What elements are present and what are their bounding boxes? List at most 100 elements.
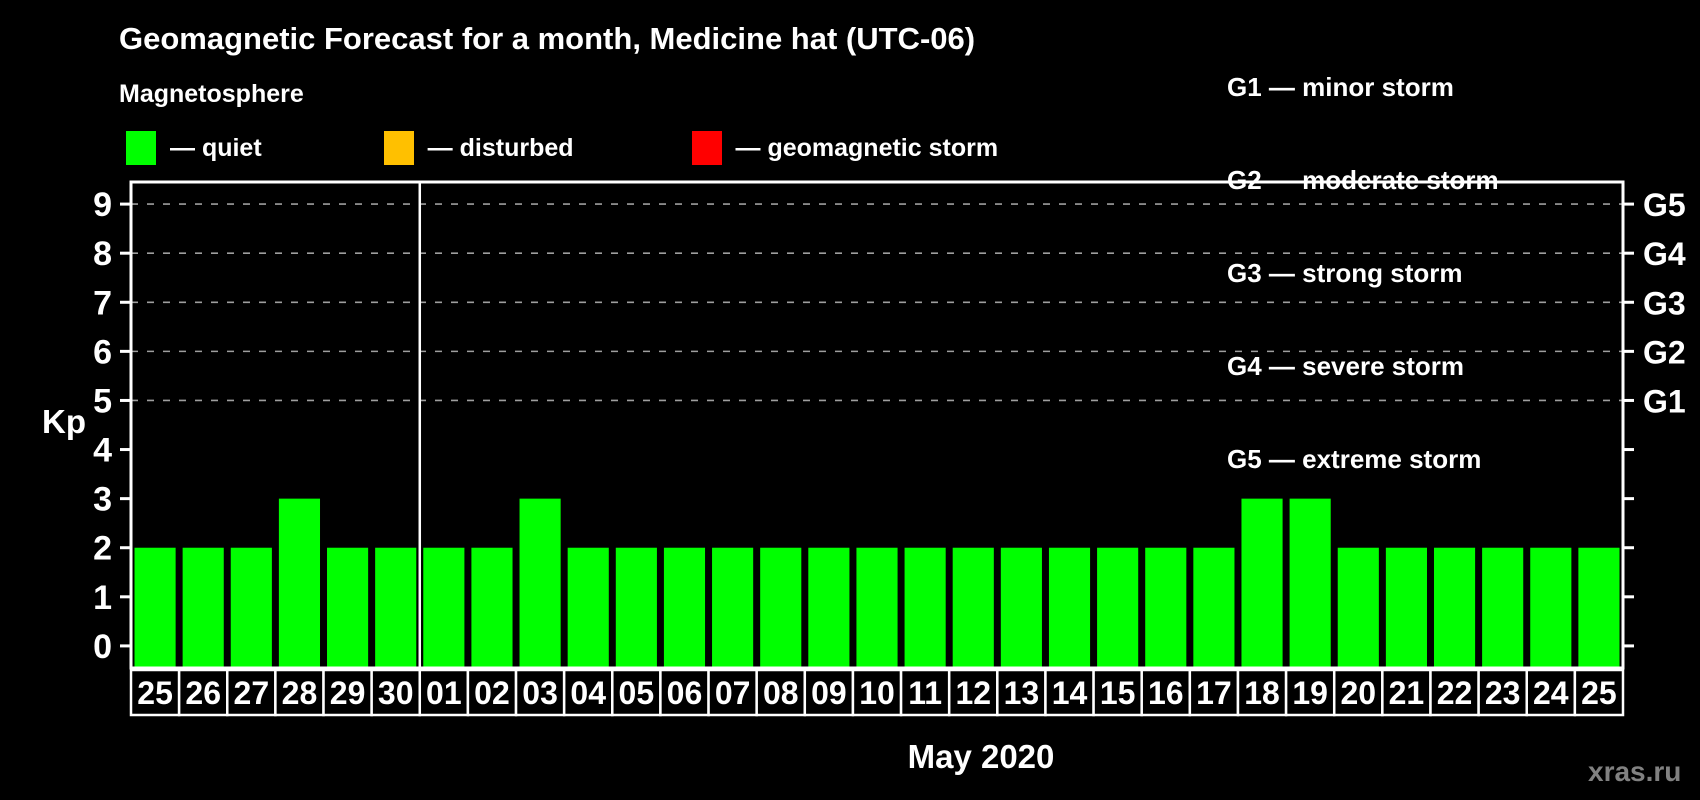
y-tick-label-4: 4	[93, 432, 112, 470]
legend-item-label: — quiet	[170, 133, 262, 162]
chart-title: Geomagnetic Forecast for a month, Medici…	[119, 21, 976, 56]
kp-bar-18	[1241, 498, 1283, 668]
kp-bar-04	[567, 547, 609, 668]
date-cell-20	[1332, 668, 1384, 717]
date-cell-13	[996, 668, 1047, 717]
kp-bar-03	[519, 498, 561, 668]
g-scale-line: G1 — minor storm	[1227, 72, 1454, 102]
date-label-27: 27	[234, 675, 270, 711]
g-axis-label-G1: G1	[1643, 383, 1686, 419]
date-label-21: 21	[1389, 675, 1425, 711]
date-label-19: 19	[1292, 675, 1328, 711]
g-scale-legend: G1 — minor storm G2 — moderate storm G3 …	[1227, 10, 1499, 537]
kp-bar-17	[1193, 547, 1235, 668]
g-scale-line: G3 — strong storm	[1227, 258, 1463, 288]
date-label-23: 23	[1485, 675, 1521, 711]
date-label-01: 01	[426, 675, 462, 711]
date-label-10: 10	[859, 675, 895, 711]
date-label-03: 03	[522, 675, 558, 711]
date-label-24: 24	[1533, 675, 1569, 711]
kp-bar-16	[1145, 547, 1187, 668]
y-axis-title-kp: Kp	[42, 403, 86, 440]
kp-bar-28	[278, 498, 321, 668]
date-label-29: 29	[330, 675, 366, 711]
g-axis-label-G4: G4	[1643, 236, 1686, 272]
date-label-18: 18	[1244, 675, 1280, 711]
date-label-22: 22	[1437, 675, 1473, 711]
date-label-12: 12	[955, 675, 991, 711]
y-tick-label-6: 6	[93, 333, 112, 371]
kp-bar-25	[1578, 547, 1620, 668]
kp-bar-07	[712, 547, 754, 668]
date-label-06: 06	[667, 675, 703, 711]
date-label-04: 04	[570, 675, 606, 711]
date-label-26: 26	[185, 675, 221, 711]
y-tick-label-7: 7	[93, 284, 112, 322]
y-tick-label-1: 1	[93, 579, 112, 617]
kp-bar-12	[952, 547, 994, 668]
y-tick-label-2: 2	[93, 530, 112, 568]
date-cell-30	[370, 668, 422, 717]
kp-bar-19	[1289, 498, 1331, 668]
date-label-25: 25	[137, 675, 173, 711]
date-cell-02	[466, 668, 518, 717]
disturbed-color-swatch	[383, 131, 414, 165]
y-tick-label-3: 3	[93, 481, 112, 519]
date-cell-25	[1573, 668, 1625, 717]
date-cell-03	[514, 668, 566, 717]
legend-item-storm: — geomagnetic storm	[691, 131, 999, 165]
storm-color-swatch	[691, 131, 722, 165]
g-axis-label-G2: G2	[1643, 334, 1686, 370]
date-label-15: 15	[1100, 675, 1136, 711]
kp-bar-08	[760, 547, 802, 668]
legend-item-label: — geomagnetic storm	[735, 133, 999, 162]
quiet-color-swatch	[126, 131, 156, 165]
g-axis-label-G3: G3	[1643, 285, 1686, 321]
kp-bar-02	[471, 547, 513, 668]
kp-bar-25	[134, 547, 176, 668]
kp-bar-23	[1482, 547, 1524, 668]
date-cell-06	[659, 668, 710, 717]
kp-bar-21	[1385, 547, 1427, 668]
date-cell-27	[226, 668, 277, 717]
x-axis-month-label: May 2020	[908, 738, 1055, 775]
kp-bar-01	[423, 547, 465, 668]
kp-bar-06	[663, 547, 706, 668]
date-cell-15	[1092, 668, 1143, 717]
kp-bar-20	[1337, 547, 1379, 668]
date-label-07: 07	[715, 675, 751, 711]
date-label-11: 11	[908, 675, 942, 711]
date-label-05: 05	[619, 675, 655, 711]
date-cell-07	[707, 668, 758, 717]
g-scale-line: G2 — moderate storm	[1227, 165, 1499, 195]
date-label-02: 02	[474, 675, 510, 711]
y-tick-label-9: 9	[93, 186, 112, 224]
legend-item-quiet: — quiet	[126, 131, 262, 165]
date-cell-23	[1477, 668, 1528, 717]
date-cell-08	[755, 668, 807, 717]
kp-bar-22	[1433, 547, 1476, 668]
magnetosphere-subtitle: Magnetosphere	[119, 80, 304, 108]
date-label-25: 25	[1581, 675, 1617, 711]
kp-bar-05	[615, 547, 657, 668]
kp-bar-29	[327, 547, 369, 668]
kp-bar-24	[1530, 547, 1572, 668]
site-watermark: xras.ru	[1588, 756, 1682, 787]
date-label-13: 13	[1004, 675, 1040, 711]
plot-frame	[129, 180, 1625, 670]
kp-state-legend: — quiet — disturbed — geomagnetic storm	[126, 129, 998, 167]
y-tick-label-5: 5	[93, 382, 112, 420]
kp-bar-30	[375, 547, 417, 668]
kp-bar-27	[230, 547, 272, 668]
date-label-14: 14	[1052, 675, 1088, 711]
legend-item-disturbed: — disturbed	[383, 131, 574, 165]
kp-bar-15	[1097, 547, 1139, 668]
date-label-20: 20	[1340, 675, 1376, 711]
date-cell-12	[947, 668, 999, 717]
date-label-16: 16	[1148, 675, 1184, 711]
date-cell-01	[418, 668, 470, 717]
date-label-30: 30	[378, 675, 414, 711]
kp-bar-11	[904, 547, 946, 668]
